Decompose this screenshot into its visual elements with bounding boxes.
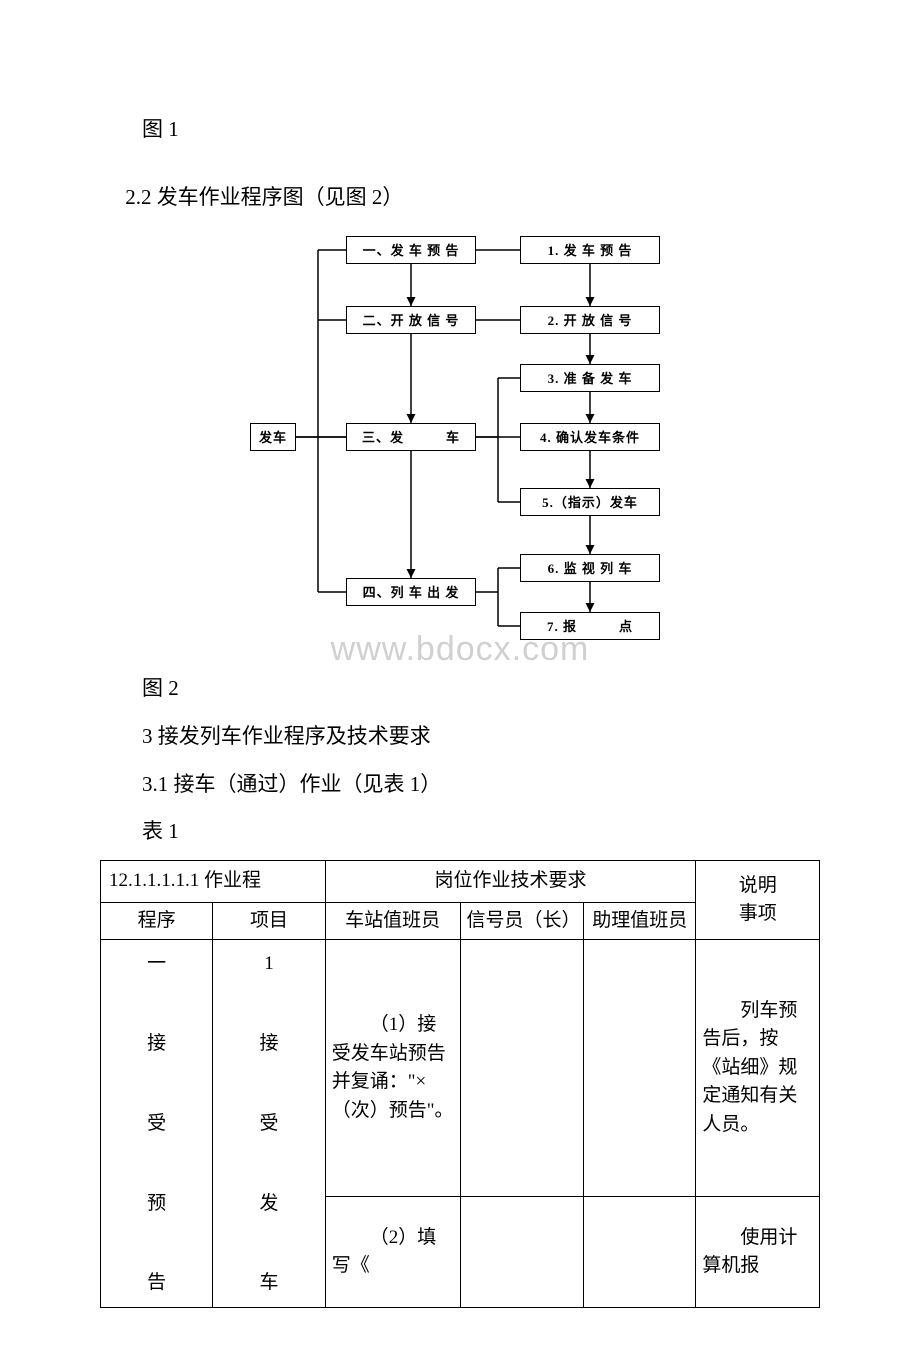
cell-proc: 一 接 受 预 告: [101, 940, 213, 1308]
flow-node-M4: 四、列 车 出 发: [346, 578, 476, 606]
cell-signal-1: [460, 940, 584, 1196]
table-1: 12.1.1.1.1.1 作业程 岗位作业技术要求 说明 事项 程序 项目 车站…: [100, 860, 820, 1308]
cell-station-2: （2）填写《: [325, 1196, 460, 1308]
flow-node-R4: 4. 确认发车条件: [520, 423, 660, 451]
flow-node-R5: 5.（指示）发车: [520, 488, 660, 516]
th-station: 车站值班员: [325, 902, 460, 940]
flow-node-M3: 三、发 车: [346, 423, 476, 451]
th-note-l2: 事项: [739, 903, 777, 924]
cell-assist-2: [584, 1196, 696, 1308]
cell-signal-2: [460, 1196, 584, 1308]
cell-item: 1 接 受 发 车: [213, 940, 325, 1308]
th-item: 项目: [213, 902, 325, 940]
th-note: 说明 事项: [696, 861, 820, 940]
th-proc: 程序: [101, 902, 213, 940]
figure-2-wrap: 发车 一、发 车 预 告二、开 放 信 号三、发 车四、列 车 出 发 1. 发 车…: [100, 228, 820, 663]
th-assist: 助理值班员: [584, 902, 696, 940]
flow-node-R2: 2. 开 放 信 号: [520, 306, 660, 334]
th-tech-req: 岗位作业技术要求: [325, 861, 696, 903]
flow-node-M2: 二、开 放 信 号: [346, 306, 476, 334]
flow-node-M1: 一、发 车 预 告: [346, 236, 476, 264]
flow-node-R1: 1. 发 车 预 告: [520, 236, 660, 264]
section-3-1: 3.1 接车（通过）作业（见表 1）: [100, 765, 820, 805]
cell-note-1: 列车预告后，按《站细》规定通知有关人员。: [696, 940, 820, 1196]
figure1-label: 图 1: [100, 110, 820, 150]
flow-node-R7: 7. 报 点: [520, 612, 660, 640]
cell-assist-1: [584, 940, 696, 1196]
th-signal: 信号员（长）: [460, 902, 584, 940]
section-3: 3 接发列车作业程序及技术要求: [100, 717, 820, 757]
cell-note-2: 使用计算机报: [696, 1196, 820, 1308]
th-proc-group: 12.1.1.1.1.1 作业程: [101, 861, 326, 903]
flow-node-R6: 6. 监 视 列 车: [520, 554, 660, 582]
figure2-label: 图 2: [100, 669, 820, 709]
flow-node-R3: 3. 准 备 发 车: [520, 364, 660, 392]
cell-station-1: （1）接受发车站预告并复诵："×（次）预告"。: [325, 940, 460, 1196]
th-note-l1: 说明: [739, 875, 777, 896]
section-2-2: 2.2 发车作业程序图（见图 2）: [100, 178, 820, 218]
flowchart-figure2: 发车 一、发 车 预 告二、开 放 信 号三、发 车四、列 车 出 发 1. 发 车…: [250, 228, 670, 658]
table1-label: 表 1: [100, 812, 820, 852]
page-content: 图 1 2.2 发车作业程序图（见图 2） 发车 一、发 车 预 告二、开 放 信…: [0, 0, 920, 1348]
flow-node-L0: 发车: [250, 423, 296, 451]
